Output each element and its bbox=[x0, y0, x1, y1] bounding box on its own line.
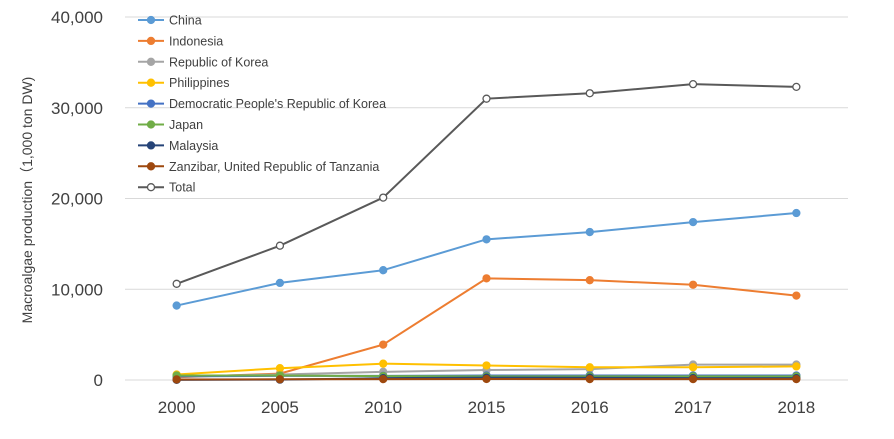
legend-label: Zanzibar, United Republic of Tanzania bbox=[169, 160, 379, 174]
data-point bbox=[379, 359, 388, 368]
x-tick-label: 2015 bbox=[468, 398, 506, 417]
legend-label: Democratic People's Republic of Korea bbox=[169, 97, 386, 111]
legend-swatch-marker bbox=[146, 15, 156, 25]
series-zanzibar-united-republic-of-tanzania bbox=[172, 374, 801, 384]
legend-item-malaysia: Malaysia bbox=[138, 139, 218, 153]
data-point bbox=[172, 279, 181, 288]
legend-item-china: China bbox=[138, 14, 202, 28]
x-tick-labels: 2000 2005 2010 2015 2016 2017 2018 bbox=[158, 398, 816, 417]
y-axis-title: Macroalgae production（1,000 ton DW) bbox=[19, 77, 35, 324]
data-point bbox=[792, 208, 801, 218]
data-point bbox=[585, 227, 594, 237]
legend-label: Total bbox=[169, 181, 195, 195]
y-tick-labels: 0 10,000 20,000 30,000 40,000 bbox=[51, 8, 103, 390]
data-point bbox=[275, 364, 285, 373]
legend-label: Philippines bbox=[169, 76, 229, 90]
data-point bbox=[688, 217, 698, 227]
legend-swatch-marker bbox=[146, 141, 156, 150]
legend-swatch-marker bbox=[146, 36, 156, 46]
data-point bbox=[379, 340, 388, 349]
y-tick-label: 20,000 bbox=[51, 190, 103, 209]
legend-item-indonesia: Indonesia bbox=[138, 34, 223, 48]
legend-item-total: Total bbox=[138, 181, 195, 195]
legend-label: China bbox=[169, 14, 202, 28]
legend-swatch-marker bbox=[146, 183, 156, 192]
legend-item-japan: Japan bbox=[138, 118, 203, 132]
data-point bbox=[275, 375, 285, 384]
series-line-total bbox=[176, 83, 797, 285]
data-point bbox=[792, 82, 801, 92]
legend-swatch-marker bbox=[146, 57, 156, 66]
data-point bbox=[688, 374, 698, 384]
legend-label: Indonesia bbox=[169, 34, 223, 48]
x-tick-label: 2017 bbox=[674, 398, 712, 417]
legend-label: Malaysia bbox=[169, 139, 218, 153]
legend-label: Republic of Korea bbox=[169, 55, 268, 69]
data-point bbox=[379, 193, 388, 202]
data-point bbox=[688, 280, 698, 289]
data-point bbox=[482, 361, 491, 370]
data-point bbox=[792, 362, 801, 371]
data-point bbox=[688, 363, 698, 372]
series-total bbox=[172, 80, 801, 288]
y-tick-label: 10,000 bbox=[51, 280, 103, 299]
data-point bbox=[482, 374, 491, 384]
data-point bbox=[482, 274, 491, 283]
legend-item-republic-of-korea: Republic of Korea bbox=[138, 55, 268, 69]
data-point bbox=[482, 235, 491, 244]
series-line-china bbox=[176, 212, 797, 307]
series bbox=[172, 80, 801, 384]
x-tick-label: 2018 bbox=[777, 398, 815, 417]
x-tick-label: 2016 bbox=[571, 398, 609, 417]
legend-swatch-marker bbox=[146, 99, 156, 108]
legend: China Indonesia Republic of Korea Philippin… bbox=[138, 14, 386, 195]
data-point bbox=[792, 374, 801, 384]
data-point bbox=[585, 374, 594, 384]
x-tick-label: 2000 bbox=[158, 398, 196, 417]
legend-item-democratic-people-s-republic-of-korea: Democratic People's Republic of Korea bbox=[138, 97, 386, 111]
legend-swatch-marker bbox=[146, 78, 156, 87]
data-point bbox=[585, 363, 594, 372]
series-china bbox=[172, 208, 801, 310]
data-point bbox=[482, 94, 491, 103]
data-point bbox=[275, 278, 285, 288]
x-tick-label: 2005 bbox=[261, 398, 299, 417]
data-point bbox=[172, 375, 181, 384]
data-point bbox=[275, 241, 285, 250]
legend-swatch-marker bbox=[146, 162, 156, 171]
legend-item-zanzibar-united-republic-of-tanzania: Zanzibar, United Republic of Tanzania bbox=[138, 160, 379, 174]
legend-item-philippines: Philippines bbox=[138, 76, 229, 90]
legend-swatch-marker bbox=[146, 120, 156, 129]
y-tick-label: 30,000 bbox=[51, 99, 103, 118]
data-point bbox=[172, 301, 181, 310]
data-point bbox=[379, 266, 388, 275]
data-point bbox=[379, 374, 388, 384]
y-tick-label: 0 bbox=[94, 371, 103, 390]
data-point bbox=[585, 276, 594, 285]
legend-label: Japan bbox=[169, 118, 203, 132]
data-point bbox=[585, 89, 594, 98]
x-tick-label: 2010 bbox=[364, 398, 402, 417]
data-point bbox=[688, 80, 698, 89]
y-tick-label: 40,000 bbox=[51, 8, 103, 27]
data-point bbox=[792, 291, 801, 300]
